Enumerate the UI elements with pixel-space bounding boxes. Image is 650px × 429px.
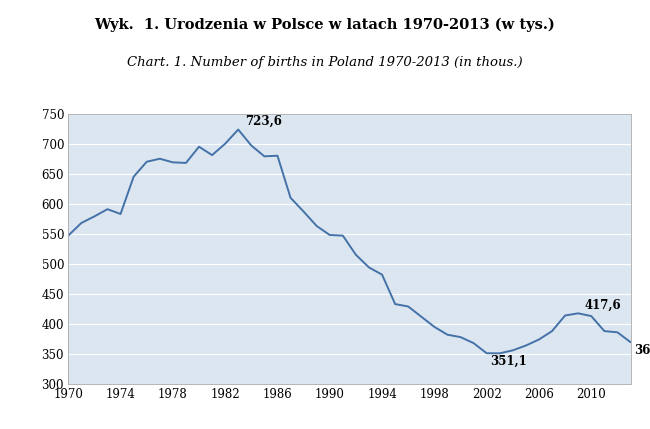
Text: 369,6: 369,6 <box>634 344 650 357</box>
Text: Wyk.  1. Urodzenia w Polsce w latach 1970-2013 (w tys.): Wyk. 1. Urodzenia w Polsce w latach 1970… <box>95 17 555 32</box>
Text: Chart. 1. Number of births in Poland 1970-2013 (in thous.): Chart. 1. Number of births in Poland 197… <box>127 56 523 69</box>
Text: 351,1: 351,1 <box>491 355 527 368</box>
Text: 417,6: 417,6 <box>585 299 621 311</box>
Text: 723,6: 723,6 <box>245 115 281 128</box>
